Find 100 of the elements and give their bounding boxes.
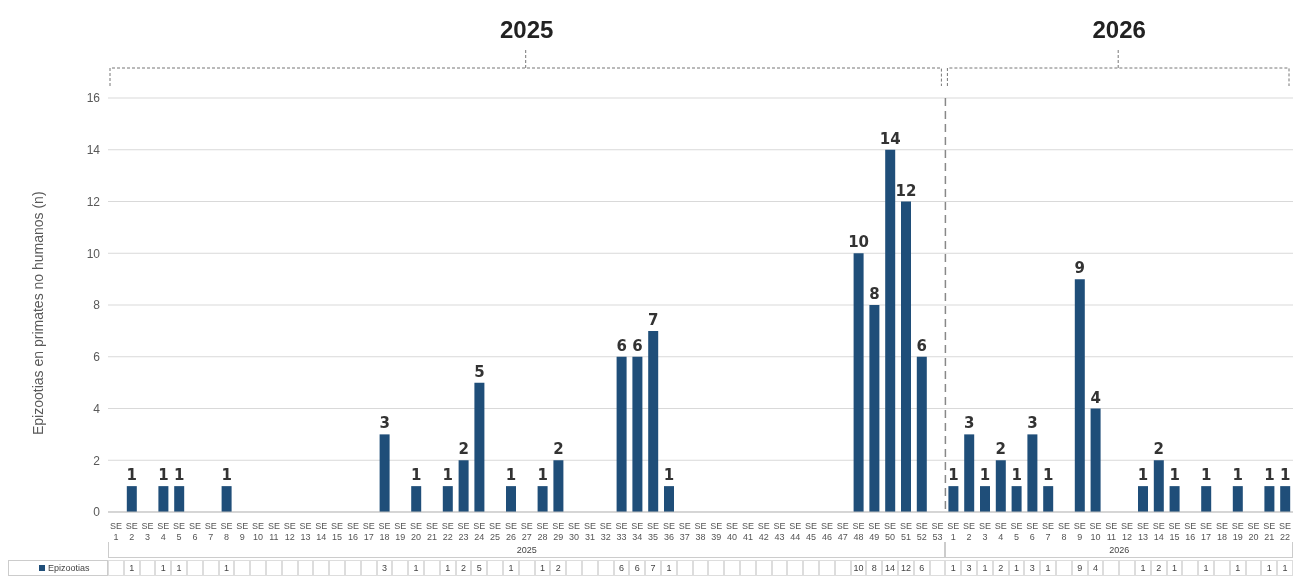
x-tick-label: SE 29 <box>552 521 565 542</box>
x-tick-label: SE 47 <box>836 521 849 542</box>
x-tick-label: SE 6 <box>1026 521 1039 542</box>
x-tick-label: SE 19 <box>394 521 407 542</box>
x-tick-label: SE 25 <box>489 521 502 542</box>
text: 4 <box>1090 388 1101 407</box>
data-label: 1 <box>123 560 140 576</box>
text: 6 <box>616 336 627 355</box>
bar <box>664 486 674 512</box>
data-label: 4 <box>1087 560 1104 576</box>
text: 1 <box>173 466 185 485</box>
x-tick-label: SE 32 <box>599 521 612 542</box>
text: 1 <box>1279 466 1291 485</box>
bar <box>458 460 469 512</box>
x-tick-label: SE 5 <box>1010 521 1023 542</box>
x-tick-label: SE 21 <box>425 521 438 542</box>
x-tick-label: SE 21 <box>1263 521 1276 542</box>
bar <box>885 149 896 512</box>
x-tick-label: SE 11 <box>1105 521 1118 542</box>
x-tick-label: SE 7 <box>1042 521 1055 542</box>
data-label: 6 <box>913 560 930 576</box>
data-label: 3 <box>1024 560 1041 576</box>
text: 3 <box>1027 414 1038 433</box>
x-tick-label: SE 30 <box>568 521 581 542</box>
x-tick-label: SE 10 <box>252 521 265 542</box>
x-tick-label: SE 28 <box>536 521 549 542</box>
text: 3 <box>379 414 390 433</box>
x-tick-label: SE 12 <box>1121 521 1134 542</box>
x-tick-label: SE 17 <box>362 521 375 542</box>
bar <box>853 253 864 512</box>
text: 8 <box>869 285 880 303</box>
bar <box>1043 486 1054 512</box>
x-tick-label: SE 2 <box>125 521 138 542</box>
x-tick-label: SE 53 <box>931 521 944 542</box>
x-tick-label: SE 15 <box>1168 521 1181 542</box>
bar <box>553 460 564 512</box>
x-tick-label: SE 17 <box>1200 521 1213 542</box>
y-tick-label: 16 <box>86 91 101 106</box>
bar <box>174 486 185 512</box>
y-tick-label: 8 <box>93 298 101 313</box>
text: 1 <box>979 466 991 485</box>
text: 3 <box>963 414 975 433</box>
x-tick-label: SE 18 <box>378 521 391 542</box>
bar <box>506 486 516 512</box>
x-tick-label: SE 16 <box>346 521 359 542</box>
text: 1 <box>1169 466 1180 485</box>
x-tick-label: SE 18 <box>1215 521 1228 542</box>
bar <box>869 305 880 512</box>
x-tick-label: SE 7 <box>204 521 217 542</box>
bar <box>1264 486 1275 512</box>
data-label: 6 <box>629 560 646 576</box>
x-tick-label: SE 12 <box>283 521 296 542</box>
text: 6 <box>916 336 928 355</box>
data-label: 8 <box>866 560 883 576</box>
bar <box>1074 279 1085 512</box>
x-tick-label: SE 16 <box>1184 521 1197 542</box>
bar <box>379 434 390 512</box>
data-label: 3 <box>961 560 977 576</box>
text: 2025 <box>500 16 554 43</box>
x-tick-label: SE 22 <box>441 521 454 542</box>
x-tick-label: SE 13 <box>299 521 312 542</box>
bar <box>442 486 453 512</box>
data-label: 1 <box>503 560 519 576</box>
legend-label: Epizootias <box>48 563 90 573</box>
bar <box>964 434 975 512</box>
text: 10 <box>848 233 870 252</box>
x-tick-label: SE 37 <box>678 521 691 542</box>
text: 1 <box>948 466 959 485</box>
bar <box>1090 408 1101 512</box>
data-label: 3 <box>376 560 393 576</box>
y-tick-label: 0 <box>93 505 101 520</box>
data-label: 1 <box>1166 560 1183 576</box>
text: 1 <box>1232 466 1244 485</box>
x-tick-label: SE 1 <box>947 521 960 542</box>
x-tick-label: SE 40 <box>726 521 739 542</box>
text: 2 <box>995 440 1007 459</box>
x-tick-label: SE 20 <box>1247 521 1260 542</box>
x-tick-label: SE 13 <box>1136 521 1149 542</box>
x-tick-label: SE 22 <box>1279 521 1292 542</box>
x-tick-label: SE 42 <box>757 521 770 542</box>
x-tick-label: SE 48 <box>852 521 865 542</box>
text: 2025 <box>108 542 946 558</box>
text: 2 <box>458 440 469 459</box>
text: 1 <box>158 466 169 485</box>
x-tick-label: SE 35 <box>647 521 660 542</box>
bar <box>126 486 137 512</box>
text: 1 <box>1264 466 1275 485</box>
y-tick-label: 4 <box>93 401 101 416</box>
text: 14 <box>879 129 901 148</box>
x-tick-label: SE 44 <box>789 521 802 542</box>
y-tick-label: 12 <box>86 194 101 209</box>
x-tick-label: SE 31 <box>583 521 596 542</box>
bar <box>1280 486 1291 512</box>
bar <box>1232 486 1243 512</box>
x-tick-label: SE 8 <box>1057 521 1070 542</box>
y-axis-title: Epizootias en primates no humanos (n) <box>29 191 46 435</box>
data-label: 1 <box>1040 560 1056 576</box>
x-tick-label: SE 39 <box>710 521 723 542</box>
bar <box>158 486 169 512</box>
bar <box>632 356 643 512</box>
